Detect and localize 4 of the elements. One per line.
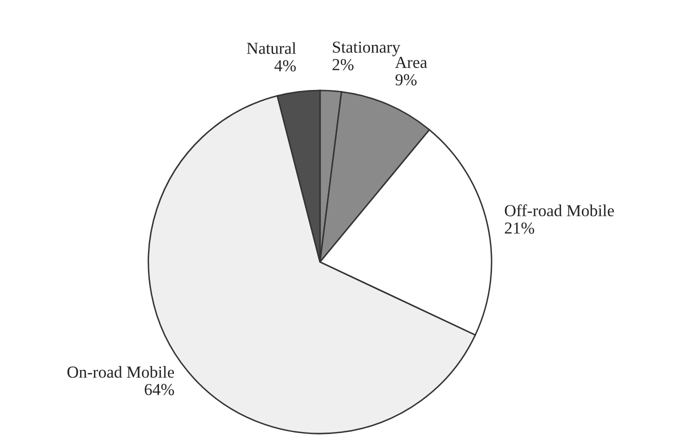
- slice-label: Off-road Mobile 21%: [504, 204, 614, 234]
- slice-label: Area 9%: [395, 56, 428, 86]
- slice-label: Natural 4%: [246, 42, 296, 72]
- slice-label: On-road Mobile 64%: [67, 366, 174, 396]
